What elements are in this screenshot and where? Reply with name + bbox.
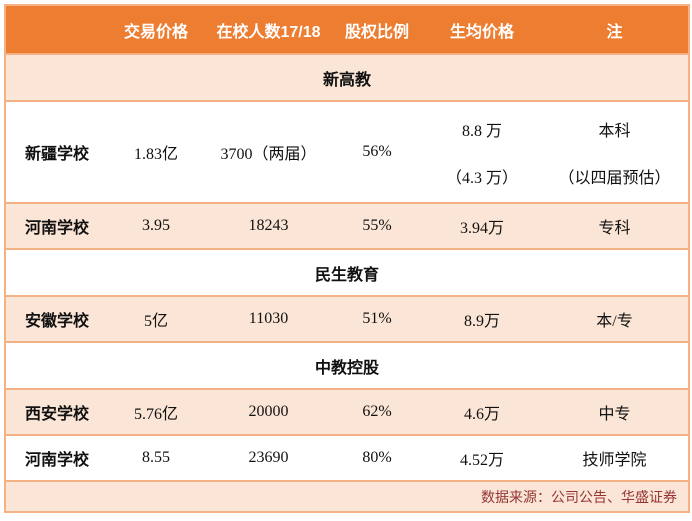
avg-price-line2: （4.3 万）: [445, 169, 518, 187]
avg-price-cell: 4.52万: [459, 452, 504, 469]
equity-cell: 80%: [362, 449, 392, 466]
avg-price-two-lines: 8.8 万 （4.3 万）: [423, 117, 541, 188]
equity-cell: 55%: [362, 217, 392, 234]
price-cell: 3.95: [142, 217, 170, 234]
avg-price-cell: 8.9万: [463, 313, 500, 330]
note-cell: 本科 （以四届预估）: [541, 101, 689, 203]
note-cell: 本/专: [596, 313, 633, 330]
table-row-xinjiang: 新疆学校 1.83亿 3700（两届） 56% 8.8 万 （4.3 万） 本科…: [5, 101, 689, 203]
table-row-henan-2: 河南学校 8.55 23690 80% 4.52万 技师学院: [5, 435, 689, 481]
section-row-minsheng: 民生教育: [5, 249, 689, 296]
avg-price-line1: 8.8 万: [461, 122, 502, 140]
price-cell: 5亿: [143, 313, 168, 330]
note-cell: 专科: [598, 220, 631, 237]
students-cell: 18243: [248, 217, 289, 234]
note-line2: （以四届预估）: [558, 169, 671, 187]
section-title: 中教控股: [314, 359, 379, 377]
header-cell-price: 交易价格: [123, 23, 188, 41]
header-cell-avg-price: 生均价格: [449, 23, 514, 41]
avg-price-cell: 3.94万: [459, 220, 504, 237]
students-cell: 3700（两届）: [220, 146, 317, 163]
section-title: 新高教: [322, 71, 371, 89]
data-source-note: 数据来源：公司公告、华盛证券: [481, 490, 677, 506]
data-source-row: 数据来源：公司公告、华盛证券: [5, 481, 689, 512]
note-line1: 本科: [598, 122, 631, 140]
school-cell: 河南学校: [25, 220, 90, 237]
equity-cell: 62%: [362, 403, 392, 420]
table-row-xian: 西安学校 5.76亿 20000 62% 4.6万 中专: [5, 389, 689, 435]
section-row-xingaojiao: 新高教: [5, 54, 689, 101]
school-cell: 河南学校: [25, 452, 90, 469]
equity-cell: 51%: [362, 310, 392, 327]
students-cell: 20000: [248, 403, 289, 420]
section-title: 民生教育: [314, 266, 379, 284]
students-cell: 11030: [248, 310, 289, 327]
price-cell: 5.76亿: [133, 406, 178, 423]
note-two-lines: 本科 （以四届预估）: [541, 117, 688, 188]
table-header-row: 交易价格 在校人数17/18 股权比例 生均价格 注: [5, 5, 689, 54]
header-cell-students: 在校人数17/18: [216, 23, 321, 41]
acquisition-table-container: 交易价格 在校人数17/18 股权比例 生均价格 注 新高教 新疆学校 1.83…: [4, 4, 690, 513]
price-cell: 8.55: [142, 449, 170, 466]
price-cell: 1.83亿: [133, 146, 178, 163]
header-cell-school: [5, 5, 106, 54]
school-cell: 安徽学校: [25, 313, 90, 330]
note-cell: 技师学院: [582, 452, 647, 469]
table-row-anhui: 安徽学校 5亿 11030 51% 8.9万 本/专: [5, 296, 689, 342]
avg-price-cell: 4.6万: [463, 406, 500, 423]
school-acquisition-table: 交易价格 在校人数17/18 股权比例 生均价格 注 新高教 新疆学校 1.83…: [4, 4, 690, 513]
school-cell: 西安学校: [25, 406, 90, 423]
avg-price-cell: 8.8 万 （4.3 万）: [423, 101, 541, 203]
header-cell-equity: 股权比例: [344, 23, 409, 41]
students-cell: 23690: [248, 449, 289, 466]
table-row-henan-1: 河南学校 3.95 18243 55% 3.94万 专科: [5, 203, 689, 249]
school-cell: 新疆学校: [25, 146, 90, 163]
section-row-zhongjiao: 中教控股: [5, 342, 689, 389]
header-cell-note: 注: [606, 23, 623, 41]
equity-cell: 56%: [362, 143, 392, 160]
note-cell: 中专: [598, 406, 631, 423]
